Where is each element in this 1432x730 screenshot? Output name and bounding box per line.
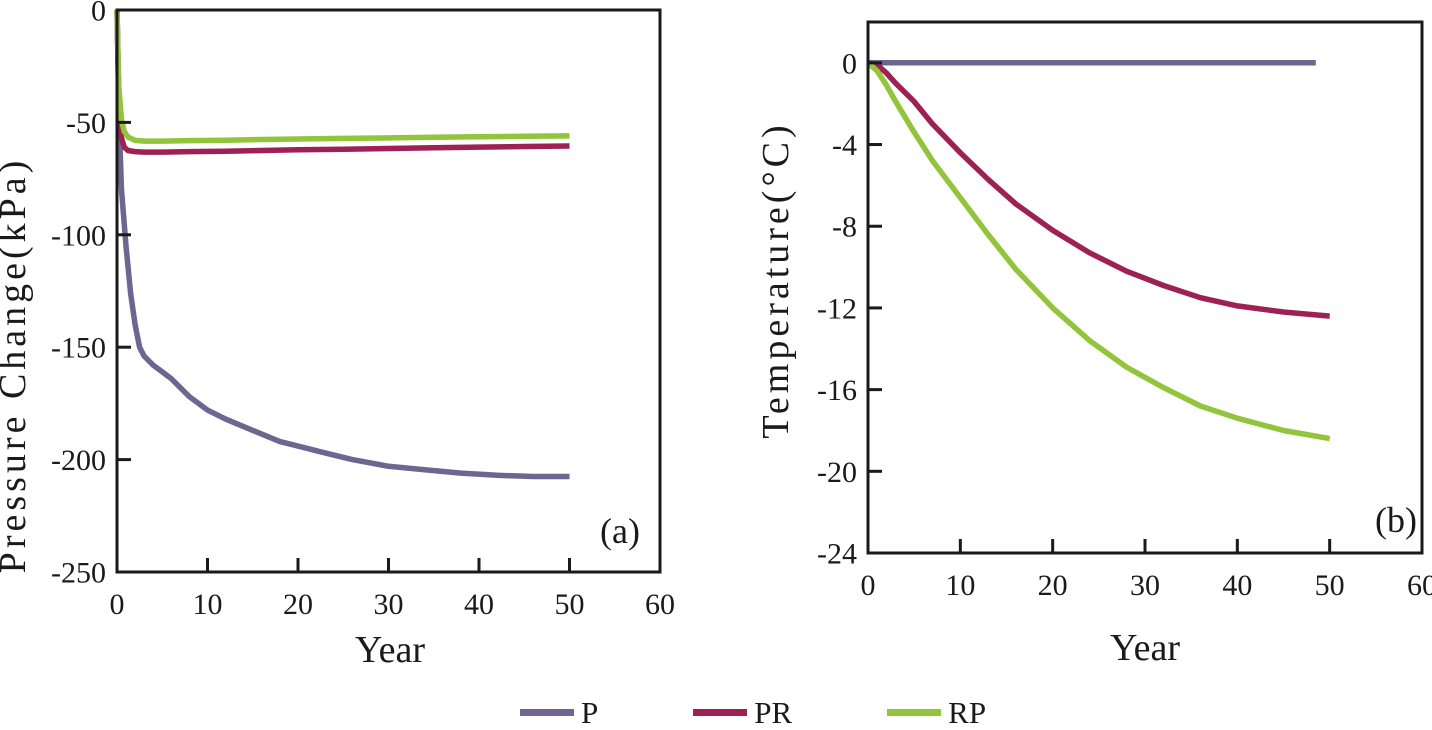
x-axis-title: Year (355, 629, 425, 671)
y-tick-label: -150 (51, 332, 106, 365)
x-tick-label: 40 (464, 588, 494, 621)
x-tick-label: 10 (945, 569, 975, 602)
y-axis-title: Temperature(°C) (755, 121, 797, 438)
series-rp (866, 60, 1331, 442)
legend-label-pr: PR (754, 695, 793, 730)
y-tick-label: -20 (817, 456, 857, 489)
x-tick-label: 30 (374, 588, 404, 621)
x-tick-label: 0 (861, 569, 876, 602)
y-tick-label: -12 (817, 292, 857, 325)
y-tick-label: -4 (832, 129, 857, 162)
legend-line-swatch-p (520, 709, 574, 716)
plot-border (866, 20, 1424, 555)
x-tick-label: 60 (645, 588, 675, 621)
legend-item-rp: RP (887, 697, 986, 728)
legend-item-pr: PR (693, 697, 792, 728)
y-tick-label: 0 (91, 0, 106, 28)
y-tick-label: 0 (842, 47, 857, 80)
legend-line-swatch-rp (887, 709, 942, 716)
x-tick-label: 30 (1130, 569, 1160, 602)
x-tick-label: 60 (1407, 569, 1432, 602)
y-tick-label: -50 (66, 107, 106, 140)
plot-border (115, 8, 662, 574)
y-axis-title: Pressure Change(kPa) (0, 157, 34, 574)
y-tick-label: -24 (817, 538, 857, 571)
chart-b-temperature: 0-4-8-12-16-20-240 10 20 30 40 50 60Temperatur… (755, 20, 1432, 669)
y-tick-label: -16 (817, 374, 857, 407)
legend-line-swatch-pr (693, 709, 748, 716)
legend: P PR RP (520, 697, 986, 728)
y-tick-label: -250 (51, 557, 106, 590)
legend-label-p: P (581, 695, 599, 730)
series-rp (114, 9, 570, 144)
legend-label-rp: RP (948, 695, 987, 730)
y-tick-label: -200 (51, 444, 106, 477)
x-tick-label: 10 (193, 588, 223, 621)
x-axis-title: Year (1110, 627, 1180, 669)
x-tick-label: 40 (1222, 569, 1252, 602)
x-tick-label: 20 (283, 588, 313, 621)
series-p (114, 9, 570, 480)
y-tick-label: -100 (51, 219, 106, 252)
x-tick-label: 50 (555, 588, 585, 621)
x-tick-label: 20 (1038, 569, 1068, 602)
series-pr (114, 9, 570, 155)
panel-label: (a) (600, 511, 640, 551)
y-tick-label: -8 (832, 211, 857, 244)
panel-label: (b) (1375, 500, 1417, 540)
x-tick-label: 50 (1315, 569, 1345, 602)
x-tick-label: 0 (110, 588, 125, 621)
legend-item-p: P (520, 697, 598, 728)
series-pr (867, 60, 1330, 319)
